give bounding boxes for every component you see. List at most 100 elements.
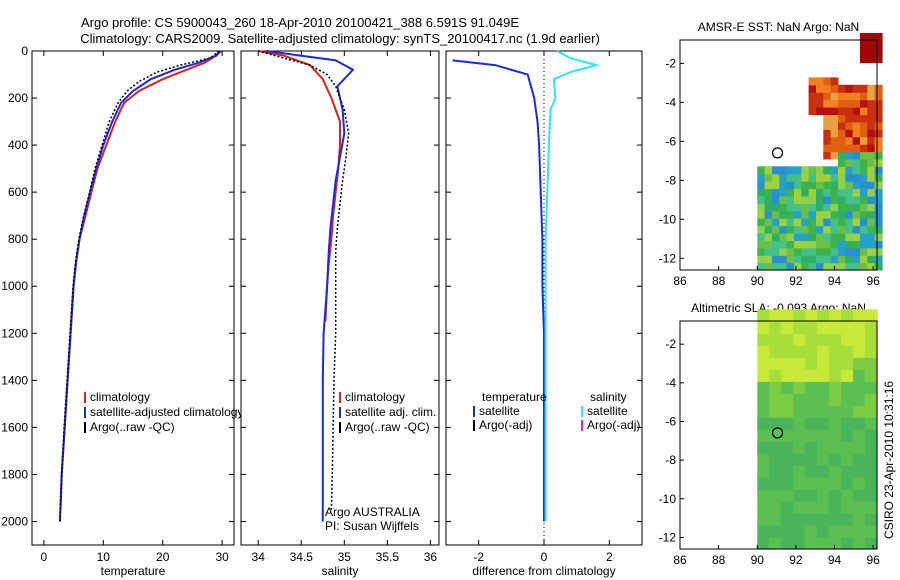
sst-cell [794, 218, 802, 227]
sst-cell [808, 247, 817, 256]
sla-cell [829, 417, 842, 430]
sst-cell [771, 166, 780, 175]
sla-cell [793, 309, 806, 322]
sst-cell [786, 188, 795, 197]
map-title: AMSR-E SST: NaN Argo: NaN [698, 20, 859, 34]
sst-cell [794, 233, 802, 241]
sst-cell [808, 188, 817, 197]
sla-cell [805, 429, 818, 442]
sla-cell [829, 501, 842, 514]
sst-cell [808, 173, 817, 182]
sla-cell [781, 453, 794, 466]
sst-cell [764, 247, 773, 256]
sst-cell [852, 181, 861, 190]
sst-cell [860, 225, 868, 234]
sst-cell [786, 225, 795, 234]
sla-cell [865, 525, 878, 538]
sst-cell [823, 188, 832, 197]
sst-cell [845, 225, 854, 234]
sla-cell [757, 357, 770, 370]
csiro-timestamp-label: CSIRO 23-Apr-2010 10:31:16 [882, 381, 896, 539]
sst-cell [838, 181, 846, 190]
sst-cell [874, 151, 883, 160]
map-frame [679, 39, 878, 271]
sst-cell [779, 166, 788, 175]
sla-cell [757, 405, 770, 418]
sst-cell [860, 233, 868, 241]
sst-cell [852, 173, 861, 182]
sst-cell [757, 225, 766, 234]
sla-cell [841, 369, 854, 382]
sst-cell [874, 233, 883, 241]
sla-cell [781, 513, 794, 526]
sst-cell [830, 195, 839, 204]
sst-cell [779, 210, 788, 219]
sst-cell [874, 107, 883, 116]
sst-cell [852, 262, 861, 271]
sst-cell [860, 55, 868, 64]
sst-cell [860, 92, 868, 101]
sst-cell [874, 158, 883, 167]
sla-cell [829, 369, 842, 382]
y-tick-label: 2000 [1, 514, 28, 528]
sst-cell [874, 188, 883, 197]
sst-cell [816, 173, 824, 182]
sst-cell [794, 173, 802, 182]
sst-cell [860, 181, 868, 190]
sst-cell [852, 99, 861, 108]
sla-cell [757, 321, 770, 334]
sst-cell [845, 203, 854, 212]
sst-cell [801, 173, 810, 182]
sst-cell [860, 84, 868, 93]
sst-cell [823, 107, 832, 116]
sst-cell [757, 240, 766, 249]
sst-cell [867, 114, 876, 123]
sst-cell [867, 225, 876, 234]
sst-cell [874, 92, 883, 101]
sst-cell [852, 255, 861, 264]
sst-cell [845, 218, 854, 227]
sla-cell [769, 405, 782, 418]
sla-cell [841, 429, 854, 442]
sst-cell [779, 247, 788, 256]
sla-cell [841, 345, 854, 358]
sst-cell [867, 247, 876, 256]
y-tick-label: -10 [659, 212, 677, 226]
sla-cell [841, 537, 854, 550]
x-tick-label: 94 [828, 274, 842, 288]
sst-cell [867, 210, 876, 219]
sla-cell [793, 501, 806, 514]
sst-cell [860, 255, 868, 264]
sla-cell [853, 465, 866, 478]
sst-cell [860, 144, 868, 153]
sla-cell [781, 465, 794, 478]
sst-cell [867, 218, 876, 227]
sst-cell [838, 121, 846, 130]
series-satellite-line [266, 50, 355, 522]
sla-cell [865, 309, 878, 322]
sst-cell [845, 107, 854, 116]
sst-cell [808, 262, 817, 271]
sla-cell [769, 477, 782, 490]
sla-cell [805, 525, 818, 538]
sst-cell [830, 121, 839, 130]
sla-cell [805, 393, 818, 406]
sst-cell [838, 262, 846, 271]
sst-cell [779, 225, 788, 234]
sst-cell [874, 255, 883, 264]
sst-cell [838, 166, 846, 175]
sst-cell [838, 84, 846, 93]
sst-cell [874, 203, 883, 212]
sst-cell [838, 99, 846, 108]
sst-cell [852, 233, 861, 241]
annotation-text: Argo AUSTRALIA [325, 505, 420, 519]
sla-cell [841, 417, 854, 430]
sst-cell [867, 233, 876, 241]
sst-cell [816, 262, 824, 271]
sla-cell [757, 513, 770, 526]
sst-cell [830, 247, 839, 256]
sst-cell [816, 92, 824, 101]
sst-cell [867, 84, 876, 93]
sla-cell [841, 465, 854, 478]
sst-cell [816, 247, 824, 256]
